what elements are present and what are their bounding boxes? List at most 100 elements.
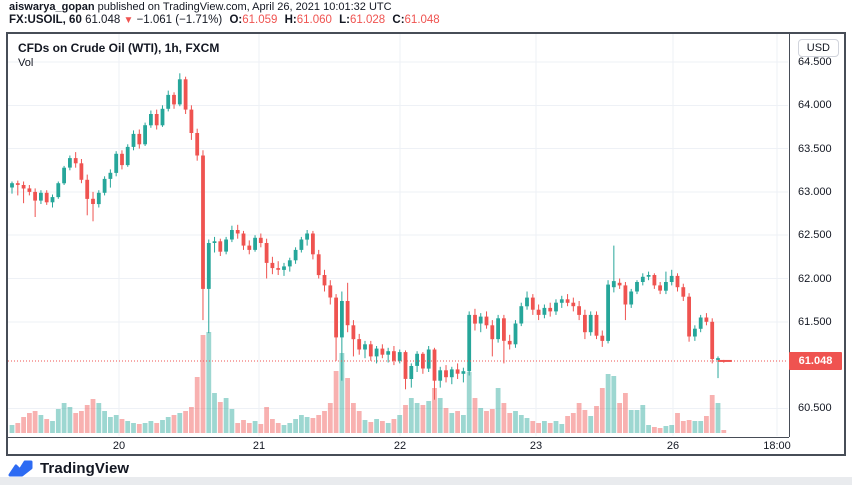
volume-bar: [27, 413, 32, 433]
candle-body: [588, 314, 593, 333]
candle-body: [253, 237, 257, 250]
candle-body: [710, 321, 715, 359]
volume-bar: [709, 395, 715, 433]
volume-bar: [507, 413, 513, 433]
candle-body: [409, 366, 414, 379]
candle-body: [496, 318, 500, 340]
volume-bar: [403, 405, 408, 433]
volume-bar: [443, 408, 449, 433]
volume-bar: [640, 405, 646, 433]
price-axis-label: 63.000: [798, 186, 832, 198]
volume-bar: [692, 421, 698, 433]
candle-body: [513, 323, 518, 345]
candle-body: [415, 353, 419, 366]
candle-body: [640, 276, 645, 282]
candle-body: [669, 275, 674, 282]
close-label: C:: [392, 14, 405, 26]
candle-body: [316, 254, 321, 276]
volume-bar: [518, 415, 524, 433]
byline: aiswarya_gopan published on TradingView.…: [9, 1, 392, 14]
candle-body: [56, 183, 61, 198]
volume-bar: [177, 413, 183, 433]
candle-body: [120, 153, 124, 166]
volume-bar: [432, 388, 437, 433]
candle-body: [629, 291, 634, 305]
volume-bar: [542, 421, 547, 433]
price-axis[interactable]: USD 61.048 64.500 64.000 63.500 63.000 62.50…: [789, 34, 844, 454]
candle-body: [224, 239, 228, 252]
volume-bar: [90, 399, 96, 433]
candle-body: [102, 178, 107, 193]
candle-body: [530, 297, 535, 310]
candle-body: [85, 179, 90, 199]
candle-body: [131, 133, 136, 147]
volume-bar: [715, 403, 721, 433]
candle-body: [177, 79, 182, 105]
candle-body: [114, 153, 119, 173]
candle-body: [311, 233, 315, 255]
time-axis[interactable]: 20 21 22 23 26 18:00: [8, 437, 791, 454]
volume-bar: [67, 407, 73, 433]
candle-body: [554, 302, 558, 312]
volume-bar: [84, 405, 90, 433]
volume-bar: [698, 421, 704, 433]
candle-body: [687, 296, 691, 337]
candle-body: [21, 185, 26, 189]
volume-bar: [183, 411, 188, 433]
volume-bar: [536, 423, 541, 433]
volume-bar: [455, 411, 460, 433]
volume-bar: [680, 421, 686, 433]
candle-body: [704, 317, 709, 322]
volume-bar: [495, 388, 501, 433]
candle-body: [519, 306, 524, 324]
volume-bar: [44, 419, 50, 433]
volume-bar: [136, 424, 142, 433]
candle-body: [166, 94, 171, 109]
candle-body: [438, 370, 443, 381]
volume-bar: [721, 430, 727, 433]
volume-bar: [345, 378, 350, 433]
candle-body: [91, 198, 95, 204]
candle-body: [183, 79, 188, 110]
candle-body: [646, 275, 651, 277]
tradingview-brand[interactable]: TradingView: [8, 459, 129, 477]
volume-bar: [189, 407, 194, 433]
high-label: H:: [284, 14, 297, 26]
candle-body: [484, 316, 489, 326]
price-axis-label: 64.500: [798, 56, 832, 68]
candle-body: [264, 243, 269, 263]
time-axis-label: 21: [252, 440, 266, 452]
price-axis-label: 61.500: [798, 316, 832, 328]
candle-body: [664, 282, 668, 291]
volume-bar: [38, 415, 44, 433]
candle-body: [380, 348, 385, 355]
volume-bar: [588, 416, 594, 433]
candle-body: [577, 306, 581, 315]
volume-bar: [617, 403, 622, 433]
candle-body: [241, 233, 246, 246]
candle-body: [230, 230, 234, 240]
candle-body: [33, 191, 37, 201]
candle-body: [658, 285, 662, 291]
volume-layer: [9, 332, 727, 433]
currency-button[interactable]: USD: [797, 39, 839, 57]
volume-bar: [322, 411, 327, 433]
volume-bar: [466, 372, 472, 433]
volume-bar: [79, 411, 84, 433]
candlestick-volume-canvas[interactable]: [8, 34, 788, 436]
volume-bar: [258, 424, 264, 433]
volume-bar: [368, 422, 374, 433]
candle-body: [374, 348, 379, 357]
volume-bar: [374, 419, 379, 433]
candle-body: [137, 133, 142, 145]
author-name: aiswarya_gopan: [9, 1, 95, 13]
plot-area[interactable]: CFDs on Crude Oil (WTI), 1h, FXCM Vol: [8, 34, 790, 437]
candle-body: [386, 351, 391, 355]
candle-body: [698, 317, 703, 329]
volume-bar: [530, 421, 536, 433]
volume-bar: [281, 425, 287, 433]
candle-body: [328, 285, 333, 298]
volume-bar: [235, 423, 241, 433]
candle-body: [195, 133, 200, 156]
